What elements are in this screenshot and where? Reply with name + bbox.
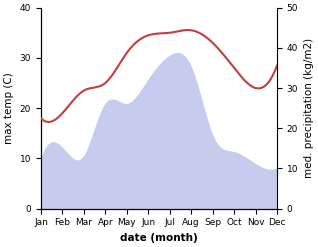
X-axis label: date (month): date (month): [120, 233, 198, 243]
Y-axis label: med. precipitation (kg/m2): med. precipitation (kg/m2): [304, 38, 314, 178]
Y-axis label: max temp (C): max temp (C): [4, 72, 14, 144]
